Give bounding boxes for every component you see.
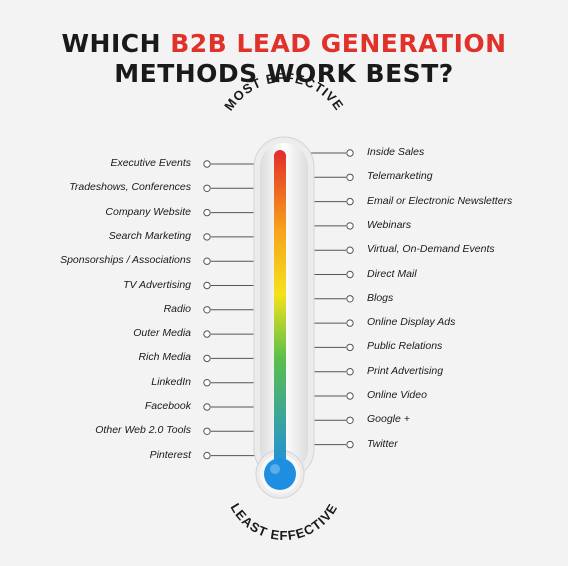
method-label-online-display-ads: Online Display Ads: [367, 316, 456, 329]
left-connectors: [203, 160, 268, 460]
mercury-column: [274, 150, 286, 470]
method-label-search-marketing: Search Marketing: [108, 229, 191, 242]
connector-dot: [203, 160, 211, 168]
method-label-company-website: Company Website: [105, 205, 191, 218]
connector-dot: [203, 208, 211, 217]
connector-dot: [203, 257, 211, 265]
method-label-virtual-on-demand-events: Virtual, On-Demand Events: [367, 243, 495, 256]
connector-dot: [346, 197, 354, 206]
connector-dot: [203, 403, 211, 411]
connector-dot: [203, 427, 211, 435]
connector-dot: [346, 295, 354, 303]
method-label-online-video: Online Video: [367, 389, 427, 401]
connector-dot: [346, 343, 354, 352]
method-label-print-advertising: Print Advertising: [367, 364, 444, 377]
mercury-bulb: [264, 458, 296, 490]
connector-dot: [203, 354, 211, 363]
method-label-outer-media: Outer Media: [133, 327, 191, 340]
method-label-public-relations: Public Relations: [367, 340, 443, 353]
connector-dot: [346, 270, 354, 279]
title-line-2: METHODS WORK BEST?: [114, 59, 454, 88]
method-label-email-or-electronic-newsletters: Email or Electronic Newsletters: [367, 194, 513, 207]
title-accent: B2B LEAD GENERATION: [170, 29, 507, 58]
method-label-webinars: Webinars: [367, 218, 412, 231]
connector-dot: [346, 149, 354, 157]
title-prefix: WHICH: [61, 29, 171, 58]
connector-dot: [346, 173, 354, 182]
method-label-tradeshows-conferences: Tradeshows, Conferences: [69, 181, 191, 194]
connector-dot: [346, 222, 354, 230]
title-line-1: WHICH B2B LEAD GENERATION: [0, 30, 568, 58]
method-label-other-web-2-0-tools: Other Web 2.0 Tools: [95, 424, 191, 437]
method-label-rich-media: Rich Media: [138, 351, 191, 364]
most-effective-label: MOST EFFECTIVE: [221, 70, 347, 114]
connector-dot: [346, 440, 354, 449]
method-label-facebook: Facebook: [144, 400, 191, 412]
method-label-executive-events: Executive Events: [110, 157, 191, 169]
connector-dot: [346, 416, 354, 424]
connector-dot: [203, 233, 211, 241]
method-label-direct-mail: Direct Mail: [367, 267, 417, 280]
connector-dot: [346, 368, 354, 376]
connector-dot: [203, 281, 211, 290]
method-label-telemarketing: Telemarketing: [367, 170, 433, 183]
method-label-blogs: Blogs: [367, 291, 394, 304]
connector-dot: [203, 379, 211, 387]
connector-dot: [203, 184, 211, 193]
connector-dot: [203, 306, 211, 314]
least-effective-label: LEAST EFFECTIVE: [228, 501, 341, 543]
connector-dot: [346, 392, 354, 400]
method-label-linkedin: LinkedIn: [151, 375, 191, 388]
method-label-pinterest: Pinterest: [149, 448, 191, 461]
method-label-twitter: Twitter: [367, 437, 398, 450]
connector-dot: [203, 451, 211, 460]
method-label-inside-sales: Inside Sales: [367, 146, 425, 158]
connector-dot: [346, 246, 354, 254]
connector-dot: [346, 319, 354, 327]
method-label-tv-advertising: TV Advertising: [123, 278, 191, 291]
mercury-bulb-highlight: [270, 464, 280, 474]
method-label-google: Google +: [367, 413, 410, 426]
method-label-sponsorships-associations: Sponsorships / Associations: [60, 254, 191, 267]
method-label-radio: Radio: [163, 302, 191, 315]
connector-dot: [203, 330, 211, 338]
